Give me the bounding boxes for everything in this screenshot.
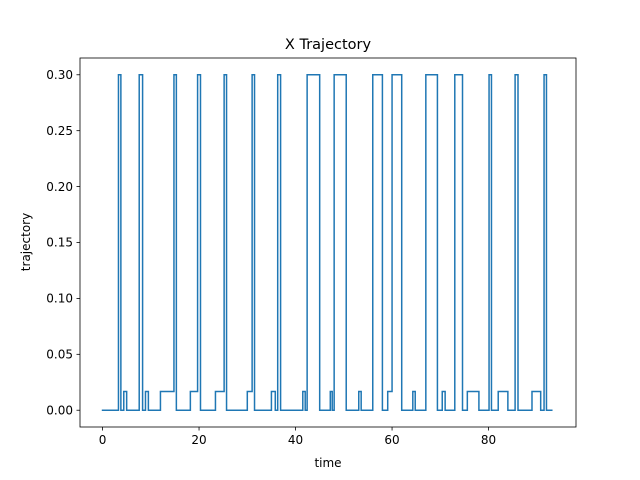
x-tick-label: 0 [99,433,107,447]
y-tick-label: 0.15 [46,236,73,250]
y-axis-label: trajectory [19,213,33,271]
y-tick-label: 0.00 [46,403,73,417]
y-tick-label: 0.10 [46,292,73,306]
x-tick-label: 20 [191,433,206,447]
y-tick-label: 0.25 [46,124,73,138]
x-tick-label: 80 [481,433,496,447]
x-tick-label: 60 [384,433,399,447]
plot-area: 0 20 40 60 80 0.00 0.05 0.10 0.15 0.20 0.25 0.30 [46,57,577,447]
x-tick-label: 40 [288,433,303,447]
series-line-0 [101,74,553,411]
y-tick-label: 0.05 [46,348,73,362]
y-tick-label: 0.20 [46,180,73,194]
chart-title: X Trajectory [285,37,372,53]
x-axis-label: time [314,456,341,470]
y-tick-label: 0.30 [46,68,73,82]
